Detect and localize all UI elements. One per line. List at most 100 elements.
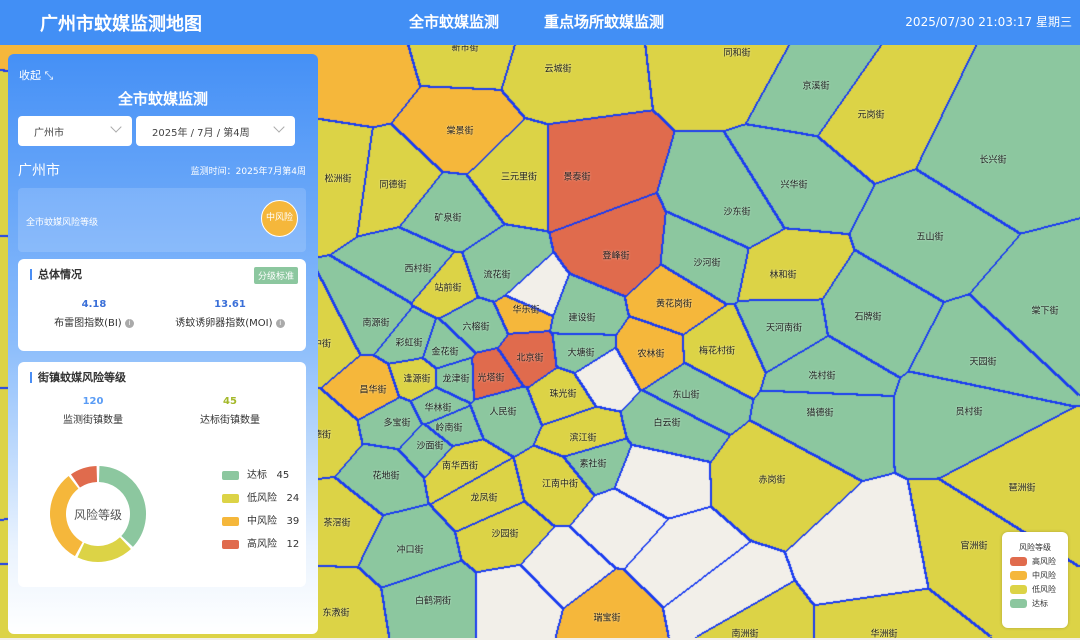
- info-icon[interactable]: i: [124, 318, 134, 328]
- bi-label: 布雷图指数(BI): [54, 318, 122, 329]
- district-label[interactable]: 流花街: [483, 270, 511, 281]
- district-label[interactable]: 天河南街: [765, 323, 803, 334]
- district-label[interactable]: 华洲街: [870, 629, 898, 640]
- district-label[interactable]: 长兴街: [979, 155, 1007, 166]
- donut-segment-3[interactable]: [70, 466, 98, 488]
- district-label[interactable]: 沙面街: [416, 441, 444, 452]
- datetime: 2025/07/30 21:03:17 星期三: [905, 15, 1072, 29]
- streets-card: 街镇蚊媒风险等级 120 监测街镇数量 45 达标街镇数量 风险等级 达标 45 低风…: [18, 362, 306, 587]
- collapse-arrows-icon: ⤡: [44, 69, 54, 82]
- donut-segment-2[interactable]: [50, 476, 83, 557]
- district-label[interactable]: 南源街: [362, 318, 390, 329]
- district-label[interactable]: 棠下街: [1031, 306, 1059, 317]
- district-label[interactable]: 石牌街: [854, 312, 882, 323]
- legend-swatch: [222, 493, 239, 503]
- district-label[interactable]: 黄花岗街: [655, 299, 693, 310]
- district-label[interactable]: 茶滘街: [323, 518, 351, 529]
- district-label[interactable]: 东山街: [672, 390, 700, 401]
- district-label[interactable]: 冼村街: [808, 371, 836, 382]
- district-label[interactable]: 华林街: [424, 403, 452, 414]
- district-label[interactable]: 东漖街: [322, 608, 350, 619]
- district-label[interactable]: 光塔街: [477, 373, 505, 384]
- district-label[interactable]: 五山街: [916, 232, 944, 243]
- district-label[interactable]: 兴华街: [780, 180, 808, 191]
- overall-card: 总体情况 分级标准 4.18 布雷图指数(BI) i 13.61 诱蚊诱卵器指数(M…: [18, 259, 306, 351]
- district-label[interactable]: 逢源街: [403, 374, 431, 385]
- legend-swatch: [222, 516, 239, 526]
- district-label[interactable]: 中街: [312, 339, 332, 350]
- district-label[interactable]: 南华西街: [441, 461, 479, 472]
- side-panel: 收起 ⤡ 全市蚊媒监测 广州市 2025年 / 7月 / 第4周 广州市 监测时…: [8, 54, 318, 634]
- collapse-button[interactable]: 收起 ⤡: [19, 67, 53, 83]
- district-label[interactable]: 同德街: [379, 180, 407, 191]
- district-label[interactable]: 华乐街: [512, 305, 540, 316]
- district-label[interactable]: 建设街: [568, 313, 596, 324]
- monitor-time: 监测时间：2025年7月第4周: [190, 167, 306, 177]
- district-label[interactable]: 冲口街: [396, 545, 424, 556]
- donut-legend-item[interactable]: 中风险 39: [222, 512, 299, 527]
- donut-legend-item[interactable]: 高风险 12: [222, 535, 299, 550]
- district-label[interactable]: 沙园街: [491, 529, 519, 540]
- district-label[interactable]: 琶洲街: [1008, 483, 1036, 494]
- district-label[interactable]: 元岗街: [857, 110, 885, 121]
- district-label[interactable]: 官洲街: [960, 541, 988, 552]
- district-label[interactable]: 赤岗街: [758, 475, 786, 486]
- district-label[interactable]: 林和街: [769, 270, 797, 281]
- district-label[interactable]: 天园街: [969, 357, 997, 368]
- district-label[interactable]: 矿泉街: [434, 213, 462, 224]
- district-label[interactable]: 人民街: [489, 407, 517, 418]
- donut-legend-item[interactable]: 达标 45: [222, 466, 289, 481]
- legend-swatch: [1010, 585, 1027, 594]
- district-label[interactable]: 棠景街: [446, 126, 474, 137]
- district-label[interactable]: 梅花村街: [698, 346, 736, 357]
- map-legend: 风险等级 高风险 中风险 低风险 达标: [1002, 532, 1068, 628]
- district-label[interactable]: 江南中街: [541, 479, 579, 490]
- district-label[interactable]: 大塘街: [567, 348, 595, 359]
- district-label[interactable]: 多宝街: [383, 418, 411, 429]
- district-label[interactable]: 彩虹街: [395, 338, 423, 349]
- district-label[interactable]: 北京街: [516, 353, 544, 364]
- district-label[interactable]: 登峰街: [602, 251, 630, 262]
- district-label[interactable]: 昌华街: [359, 385, 387, 396]
- district-label[interactable]: 白鹤洞街: [414, 596, 452, 607]
- district-label[interactable]: 西村街: [404, 264, 432, 275]
- legend-swatch: [1010, 557, 1027, 566]
- district-label[interactable]: 珠光街: [549, 389, 577, 400]
- district-label[interactable]: 瑞宝街: [593, 613, 621, 624]
- district-label[interactable]: 素社街: [579, 459, 607, 470]
- grading-standard-button[interactable]: 分级标准: [253, 267, 298, 284]
- district-label[interactable]: 农林街: [637, 349, 665, 360]
- tab-key-sites-monitoring[interactable]: 重点场所蚊媒监测: [544, 13, 665, 31]
- district-label[interactable]: 岭南街: [435, 423, 463, 434]
- district-label[interactable]: 南洲街: [731, 629, 759, 640]
- district-label[interactable]: 站前街: [434, 283, 462, 294]
- city-name: 广州市: [18, 163, 60, 179]
- donut-segment-0[interactable]: [98, 466, 146, 547]
- district-label[interactable]: 同和街: [723, 48, 751, 59]
- donut-segment-1[interactable]: [77, 537, 131, 562]
- tab-city-monitoring[interactable]: 全市蚊媒监测: [409, 13, 500, 31]
- district-label[interactable]: 京溪街: [802, 81, 830, 92]
- donut-legend-item[interactable]: 低风险 24: [222, 489, 299, 504]
- district-label[interactable]: 松洲街: [324, 174, 352, 185]
- district-label[interactable]: 员村街: [955, 407, 983, 418]
- district-label[interactable]: 金花街: [431, 347, 459, 358]
- district-label[interactable]: 滨江街: [569, 433, 597, 444]
- period-select[interactable]: 2025年 / 7月 / 第4周: [136, 116, 295, 146]
- district-label[interactable]: 三元里街: [500, 172, 538, 183]
- district-label[interactable]: 花地街: [372, 471, 400, 482]
- district-label[interactable]: 德街: [312, 430, 332, 441]
- region-select[interactable]: 广州市: [18, 116, 132, 146]
- district-label[interactable]: 沙东街: [723, 207, 751, 218]
- district-label[interactable]: 云城街: [544, 64, 572, 75]
- district-label[interactable]: 景泰街: [563, 172, 591, 183]
- district-label[interactable]: 龙津街: [442, 374, 470, 385]
- district-label[interactable]: 六榕街: [462, 322, 490, 333]
- district-label[interactable]: 白云街: [653, 418, 681, 429]
- info-icon[interactable]: i: [275, 318, 285, 328]
- district-label[interactable]: 猎德街: [806, 408, 834, 419]
- district-label[interactable]: 新市街: [451, 43, 479, 54]
- district-label[interactable]: 沙河街: [693, 258, 721, 269]
- district-label[interactable]: 龙凤街: [470, 493, 498, 504]
- period-select-value: 2025年 / 7月 / 第4周: [152, 128, 250, 139]
